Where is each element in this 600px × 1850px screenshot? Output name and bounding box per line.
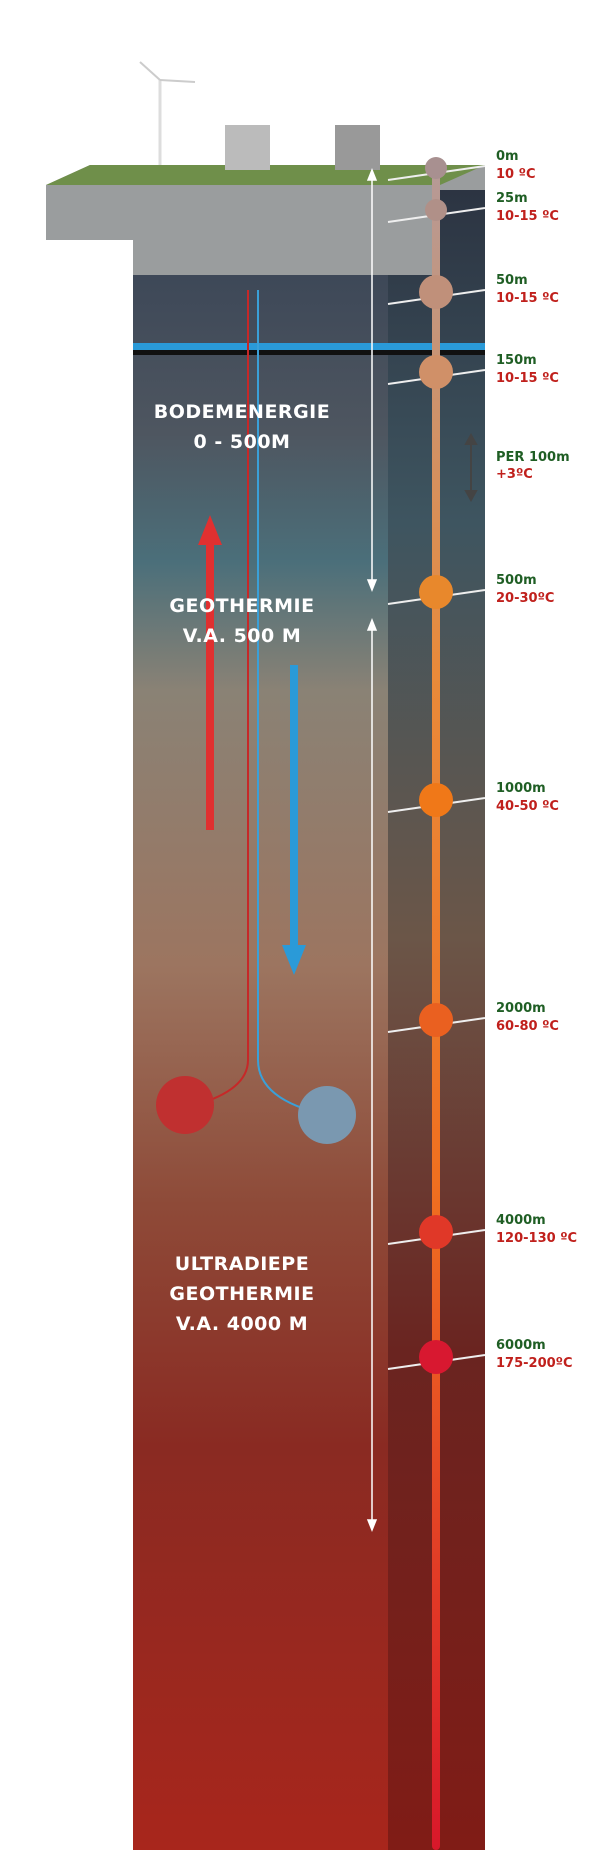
zone-label: ULTRADIEPE (175, 1253, 309, 1275)
gradient-arrow (464, 432, 478, 503)
temperature-label: 60-80 ºC (496, 1019, 559, 1034)
clay-layer (133, 350, 485, 355)
cold-well (298, 1086, 356, 1144)
depth-bulb (425, 199, 447, 221)
depth-label: 4000m (496, 1213, 546, 1228)
gradient-value: +3ºC (496, 467, 533, 482)
zone-label: V.A. 500 M (183, 625, 302, 647)
surface-slab (46, 165, 485, 275)
depth-label: 2000m (496, 1001, 546, 1016)
building (335, 125, 380, 170)
depth-label: 500m (496, 573, 537, 588)
rock-front (133, 240, 388, 1850)
depth-bulb (419, 355, 453, 389)
hot-well (156, 1076, 214, 1134)
depth-bulb (425, 157, 447, 179)
depth-bulb (419, 1340, 453, 1374)
temperature-label: 10-15 ºC (496, 209, 559, 224)
depth-bulb (419, 275, 453, 309)
depth-bulb (419, 783, 453, 817)
depth-bulb (419, 575, 453, 609)
depth-label: 1000m (496, 781, 546, 796)
wind-turbine (139, 61, 196, 165)
zone-label: BODEMENERGIE (154, 401, 330, 423)
depth-label: 6000m (496, 1338, 546, 1353)
temperature-label: 120-130 ºC (496, 1231, 577, 1246)
temperature-label: 10 ºC (496, 167, 536, 182)
temperature-label: 10-15 ºC (496, 371, 559, 386)
zone-label: GEOTHERMIE (169, 595, 314, 617)
depth-label: 0m (496, 149, 519, 164)
temperature-label: 20-30ºC (496, 591, 554, 606)
range-arrows (366, 167, 378, 1533)
depth-bulb (419, 1215, 453, 1249)
depth-bulb (419, 1003, 453, 1037)
zone-label: V.A. 4000 M (176, 1313, 308, 1335)
depth-label: 50m (496, 273, 528, 288)
temperature-label: 10-15 ºC (496, 291, 559, 306)
gradient-label: PER 100m (496, 450, 570, 465)
aquifer (133, 343, 485, 350)
up-arrow (198, 515, 222, 830)
building (225, 125, 270, 170)
zone-label: GEOTHERMIE (169, 1283, 314, 1305)
depth-label: 25m (496, 191, 528, 206)
temperature-label: 40-50 ºC (496, 799, 559, 814)
zone-label: 0 - 500M (194, 431, 291, 453)
temperature-label: 175-200ºC (496, 1356, 573, 1371)
depth-label: 150m (496, 353, 537, 368)
down-arrow (282, 665, 306, 975)
